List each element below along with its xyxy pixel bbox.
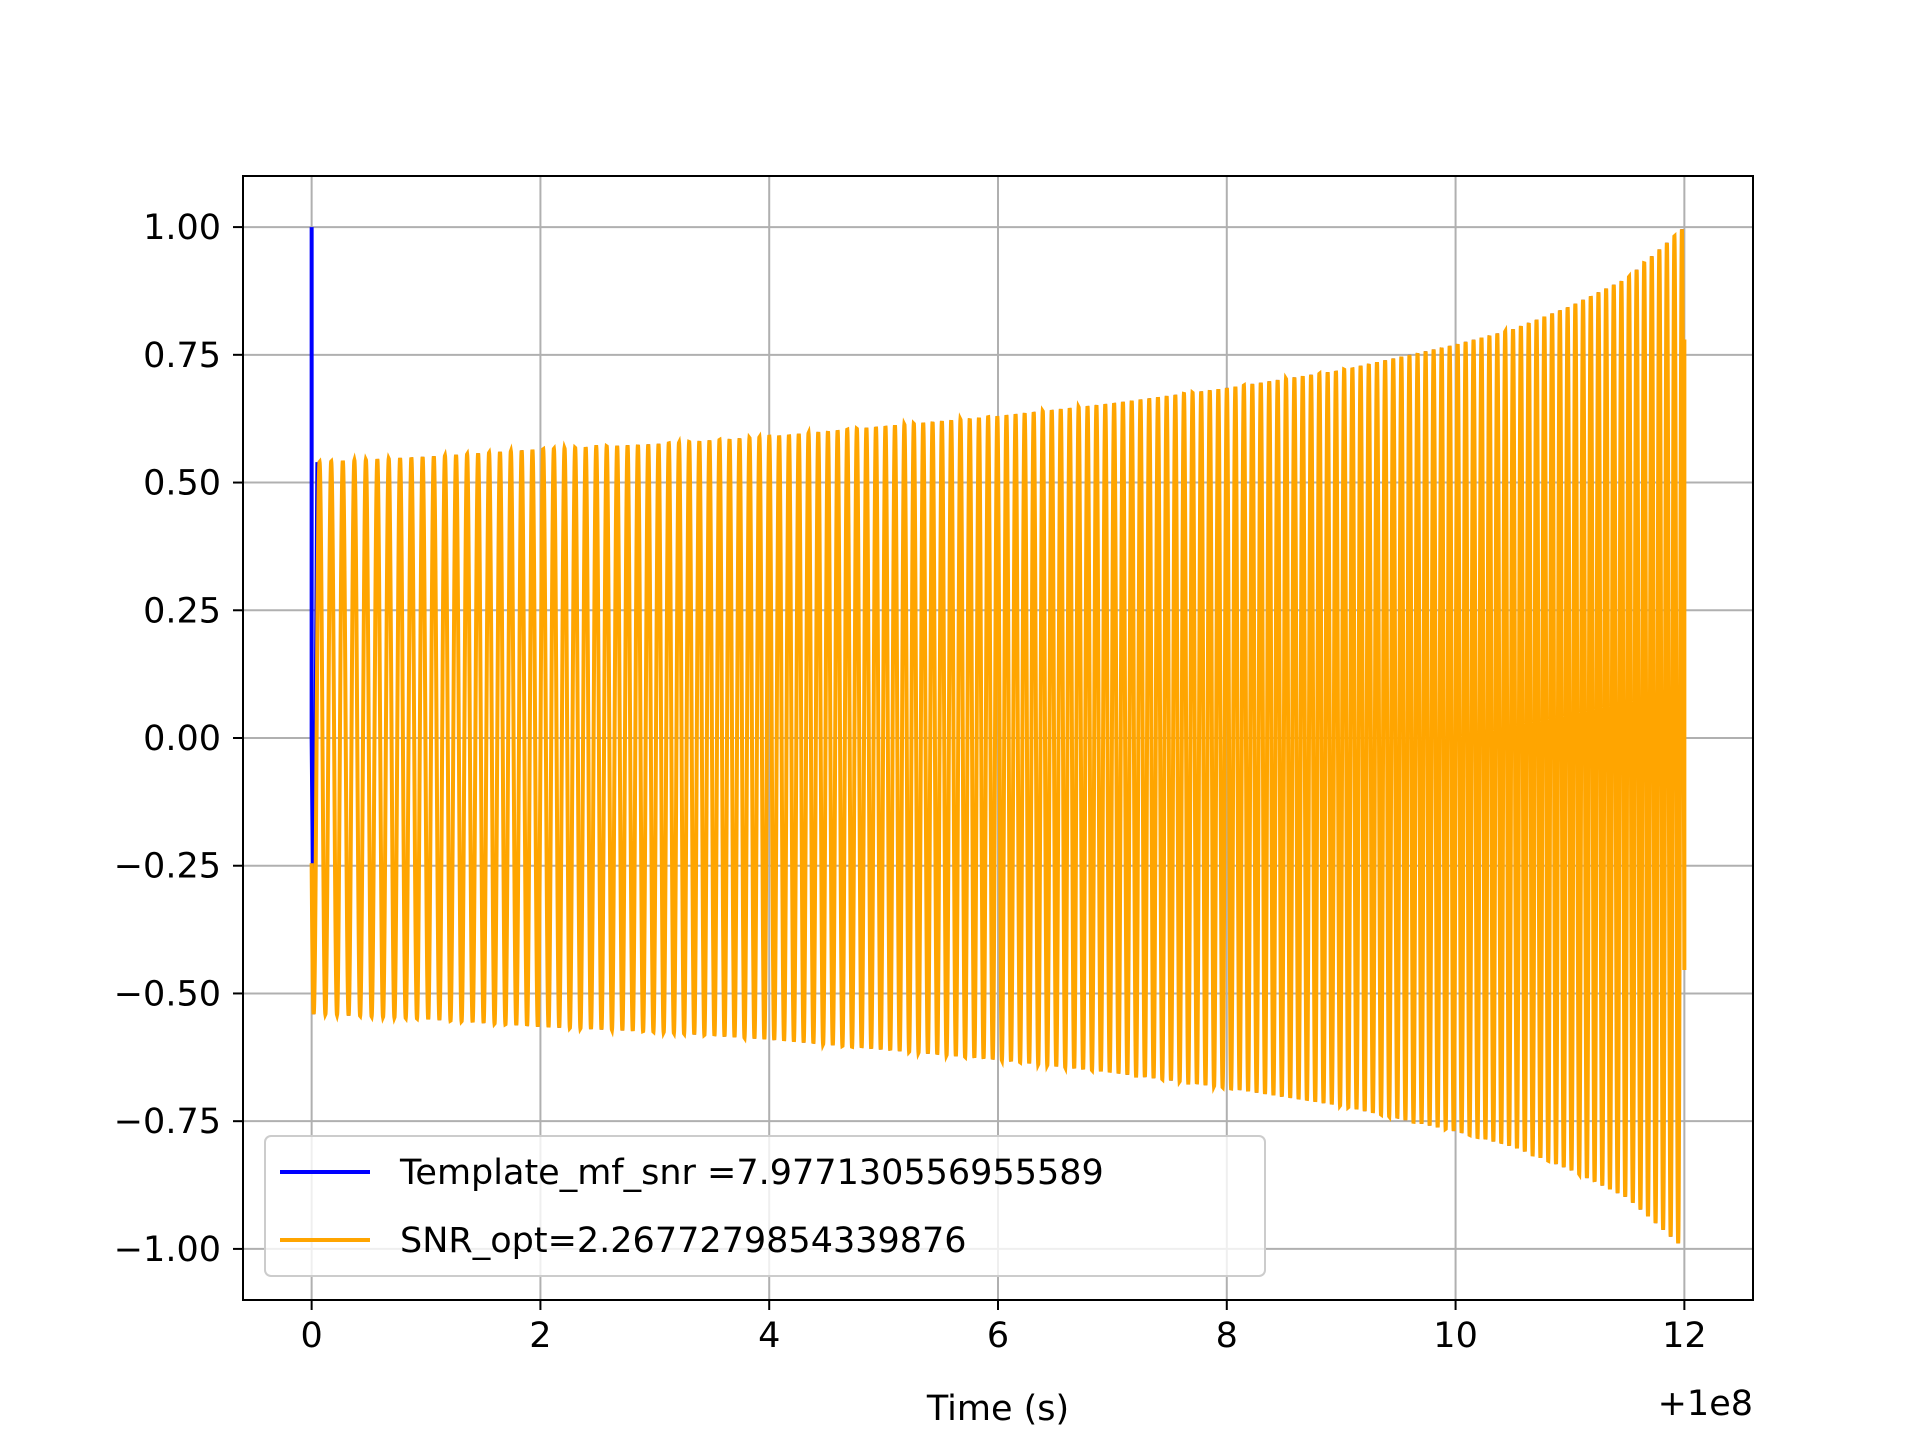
legend-box xyxy=(264,1135,1266,1277)
y-tick-label: 0.00 xyxy=(143,719,221,759)
legend-label-snr-opt: SNR_opt=2.2677279854339876 xyxy=(400,1221,967,1261)
x-tick-label: 0 xyxy=(300,1316,322,1356)
y-tick-label: −1.00 xyxy=(114,1230,221,1270)
x-axis-offset-label: +1e8 xyxy=(1658,1384,1753,1424)
x-tick-label: 2 xyxy=(529,1316,551,1356)
x-tick-label: 4 xyxy=(758,1316,780,1356)
y-tick-label: −0.75 xyxy=(114,1102,221,1142)
x-tick-label: 6 xyxy=(987,1316,1009,1356)
series-layer xyxy=(309,227,1687,1244)
y-tick-label: −0.50 xyxy=(114,974,221,1014)
y-tick-label: 0.50 xyxy=(143,464,221,504)
x-tick-label: 12 xyxy=(1662,1316,1707,1356)
legend: Template_mf_snr =7.977130556955589 SNR_o… xyxy=(264,1135,1266,1277)
x-tick-label: 10 xyxy=(1433,1316,1478,1356)
series-snr-opt-line xyxy=(309,229,1687,1244)
legend-label-template: Template_mf_snr =7.977130556955589 xyxy=(399,1153,1104,1193)
ticks: 0 2 4 6 8 10 12 −1.00 −0.75 −0.50 −0.25 0.00 0.25 0.5… xyxy=(114,208,1707,1356)
x-tick-label: 8 xyxy=(1216,1316,1238,1356)
y-tick-label: 0.75 xyxy=(143,336,221,376)
x-axis-label: Time (s) xyxy=(926,1389,1069,1429)
y-tick-label: 1.00 xyxy=(143,208,221,248)
y-tick-label: 0.25 xyxy=(143,591,221,631)
y-tick-label: −0.25 xyxy=(114,847,221,887)
